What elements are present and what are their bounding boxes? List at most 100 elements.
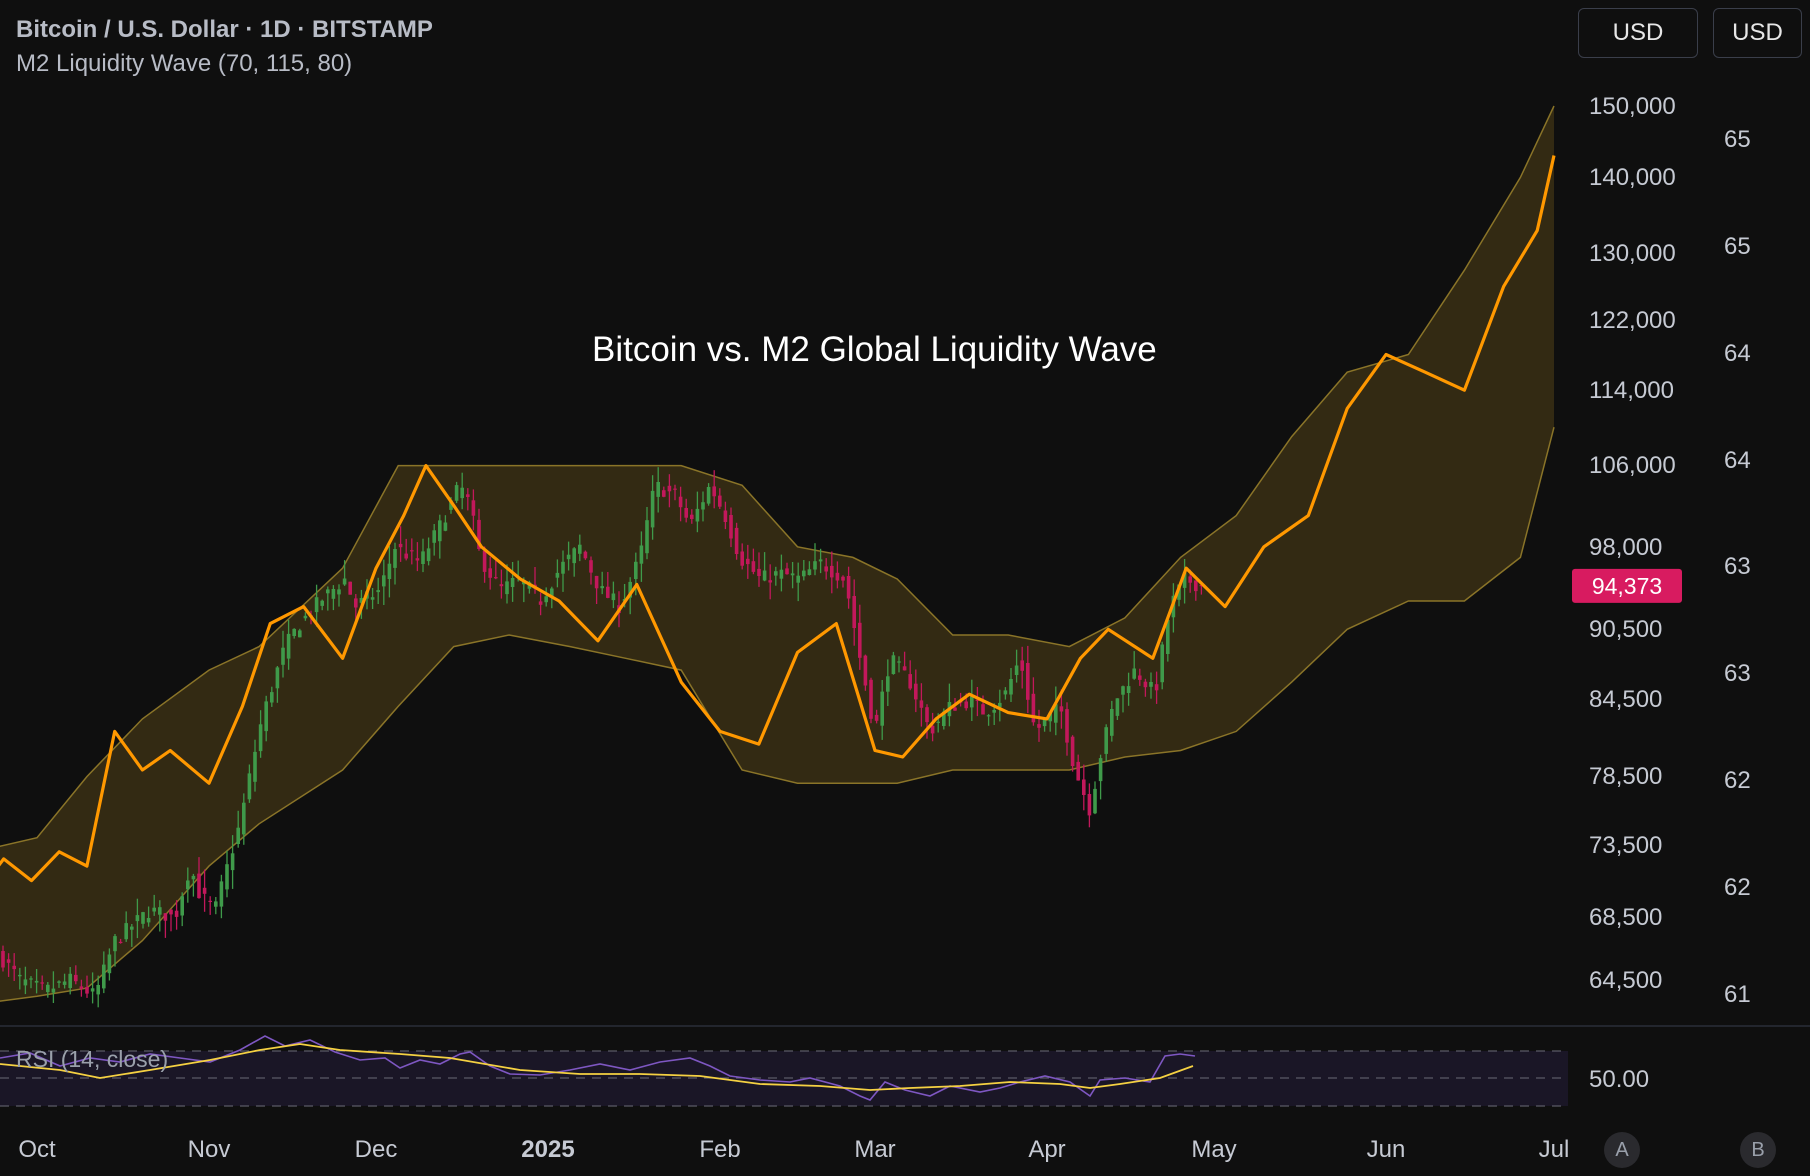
price-candle-body xyxy=(908,674,912,689)
price-candle-body xyxy=(62,981,67,985)
price-candle-body xyxy=(270,692,274,703)
price-candle-body xyxy=(6,959,11,963)
price-candle-body xyxy=(247,773,252,800)
rsi-label[interactable]: RSI (14, close) xyxy=(16,1046,169,1072)
price-axis-tick: 90,500 xyxy=(1589,616,1662,643)
time-axis-tick: Oct xyxy=(18,1136,56,1163)
price-candle-body xyxy=(214,901,218,907)
price-candle-body xyxy=(432,530,436,543)
price-candle-body xyxy=(258,724,263,752)
price-candle-body xyxy=(146,918,151,923)
price-candle-body xyxy=(662,490,666,497)
m2-axis-tick: 65 xyxy=(1724,233,1751,260)
price-candle-body xyxy=(18,974,22,977)
price-candle-body xyxy=(645,520,649,554)
currency-button-right[interactable]: USD xyxy=(1713,8,1802,58)
price-candle-body xyxy=(790,573,795,576)
price-candle-body xyxy=(986,715,991,717)
price-candle-body xyxy=(606,586,610,598)
price-candle-body xyxy=(1188,576,1192,583)
symbol-title: Bitcoin / U.S. Dollar · 1D · BITSTAMP xyxy=(16,16,433,43)
price-candle-body xyxy=(163,913,168,921)
price-candle-body xyxy=(499,584,504,587)
price-candle-body xyxy=(1199,585,1204,587)
auto-scale-button[interactable]: A xyxy=(1604,1132,1640,1168)
price-candle-body xyxy=(326,589,330,594)
price-candle-body xyxy=(90,988,95,992)
price-candle-body xyxy=(102,964,106,989)
time-axis-tick: Apr xyxy=(1028,1136,1065,1163)
price-candle-body xyxy=(690,514,694,519)
price-candle-body xyxy=(46,984,50,993)
time-axis-tick: Dec xyxy=(355,1136,398,1163)
price-candle-body xyxy=(1020,660,1024,671)
price-candle-body xyxy=(650,490,655,528)
price-candle-body xyxy=(550,588,554,597)
price-candle-body xyxy=(729,515,733,539)
price-candle-body xyxy=(1160,644,1164,683)
price-axis-tick: 68,500 xyxy=(1589,904,1662,931)
indicator-legend[interactable]: M2 Liquidity Wave (70, 115, 80) xyxy=(16,50,353,77)
price-candle-body xyxy=(779,569,784,579)
m2-axis-tick: 63 xyxy=(1724,553,1751,580)
price-candle-body xyxy=(141,912,145,924)
price-candle-body xyxy=(981,704,985,715)
price-candle-body xyxy=(975,699,980,701)
price-candle-body xyxy=(253,751,257,782)
time-axis-tick: Mar xyxy=(854,1136,895,1163)
price-candle-body xyxy=(712,486,716,497)
price-candle-body xyxy=(208,900,212,902)
price-candle-body xyxy=(471,500,476,516)
price-axis-tick: 84,500 xyxy=(1589,686,1662,713)
price-candle-body xyxy=(118,941,123,943)
m2-axis-tick: 65 xyxy=(1724,126,1751,153)
price-candle-body xyxy=(544,596,548,603)
price-candle-body xyxy=(1098,758,1103,782)
price-axis-tick: 73,500 xyxy=(1589,832,1662,859)
price-candle-body xyxy=(1042,719,1047,727)
price-candle-body xyxy=(953,707,957,711)
price-candle-body xyxy=(1048,712,1052,722)
price-candle-body xyxy=(594,575,599,589)
price-candle-body xyxy=(886,676,890,692)
price-candle-body xyxy=(818,559,823,562)
price-candle-body xyxy=(454,485,459,501)
price-candle-body xyxy=(964,701,968,709)
m2-liquidity-line xyxy=(0,155,1556,883)
price-candle-body xyxy=(225,864,229,890)
price-candle-body xyxy=(841,576,845,581)
price-candle-body xyxy=(589,560,593,573)
price-candle-body xyxy=(925,707,929,723)
price-candle-body xyxy=(930,725,935,734)
price-candle-body xyxy=(1009,679,1013,695)
price-candle-body xyxy=(51,988,56,993)
currency-button-left[interactable]: USD xyxy=(1578,8,1698,58)
price-candle-body xyxy=(998,702,1002,708)
price-candle-body xyxy=(1143,681,1148,688)
log-scale-button[interactable]: B xyxy=(1740,1132,1776,1168)
price-axis-tick: 150,000 xyxy=(1589,93,1676,120)
m2-axis-tick: 62 xyxy=(1724,767,1751,794)
price-candle-body xyxy=(68,973,72,988)
price-candle-body xyxy=(1087,794,1092,816)
price-candle-body xyxy=(583,551,588,559)
price-candle-body xyxy=(942,711,946,726)
price-candle-body xyxy=(1065,709,1069,743)
price-candle-body xyxy=(572,548,576,564)
price-candle-body xyxy=(891,655,896,674)
price-candle-body xyxy=(656,482,660,497)
price-candle-body xyxy=(415,558,420,561)
price-candle-body xyxy=(1070,736,1075,766)
price-candle-body xyxy=(639,545,644,564)
price-candle-body xyxy=(186,880,190,890)
price-candle-body xyxy=(1149,682,1153,687)
price-candle-body xyxy=(34,980,39,983)
price-candle-body xyxy=(723,510,728,522)
price-candle-body xyxy=(57,981,61,983)
price-candle-body xyxy=(1093,788,1097,814)
price-candle-body xyxy=(611,593,616,601)
price-candle-body xyxy=(488,568,492,578)
price-candle-body xyxy=(757,568,761,576)
price-candle-body xyxy=(421,551,425,564)
